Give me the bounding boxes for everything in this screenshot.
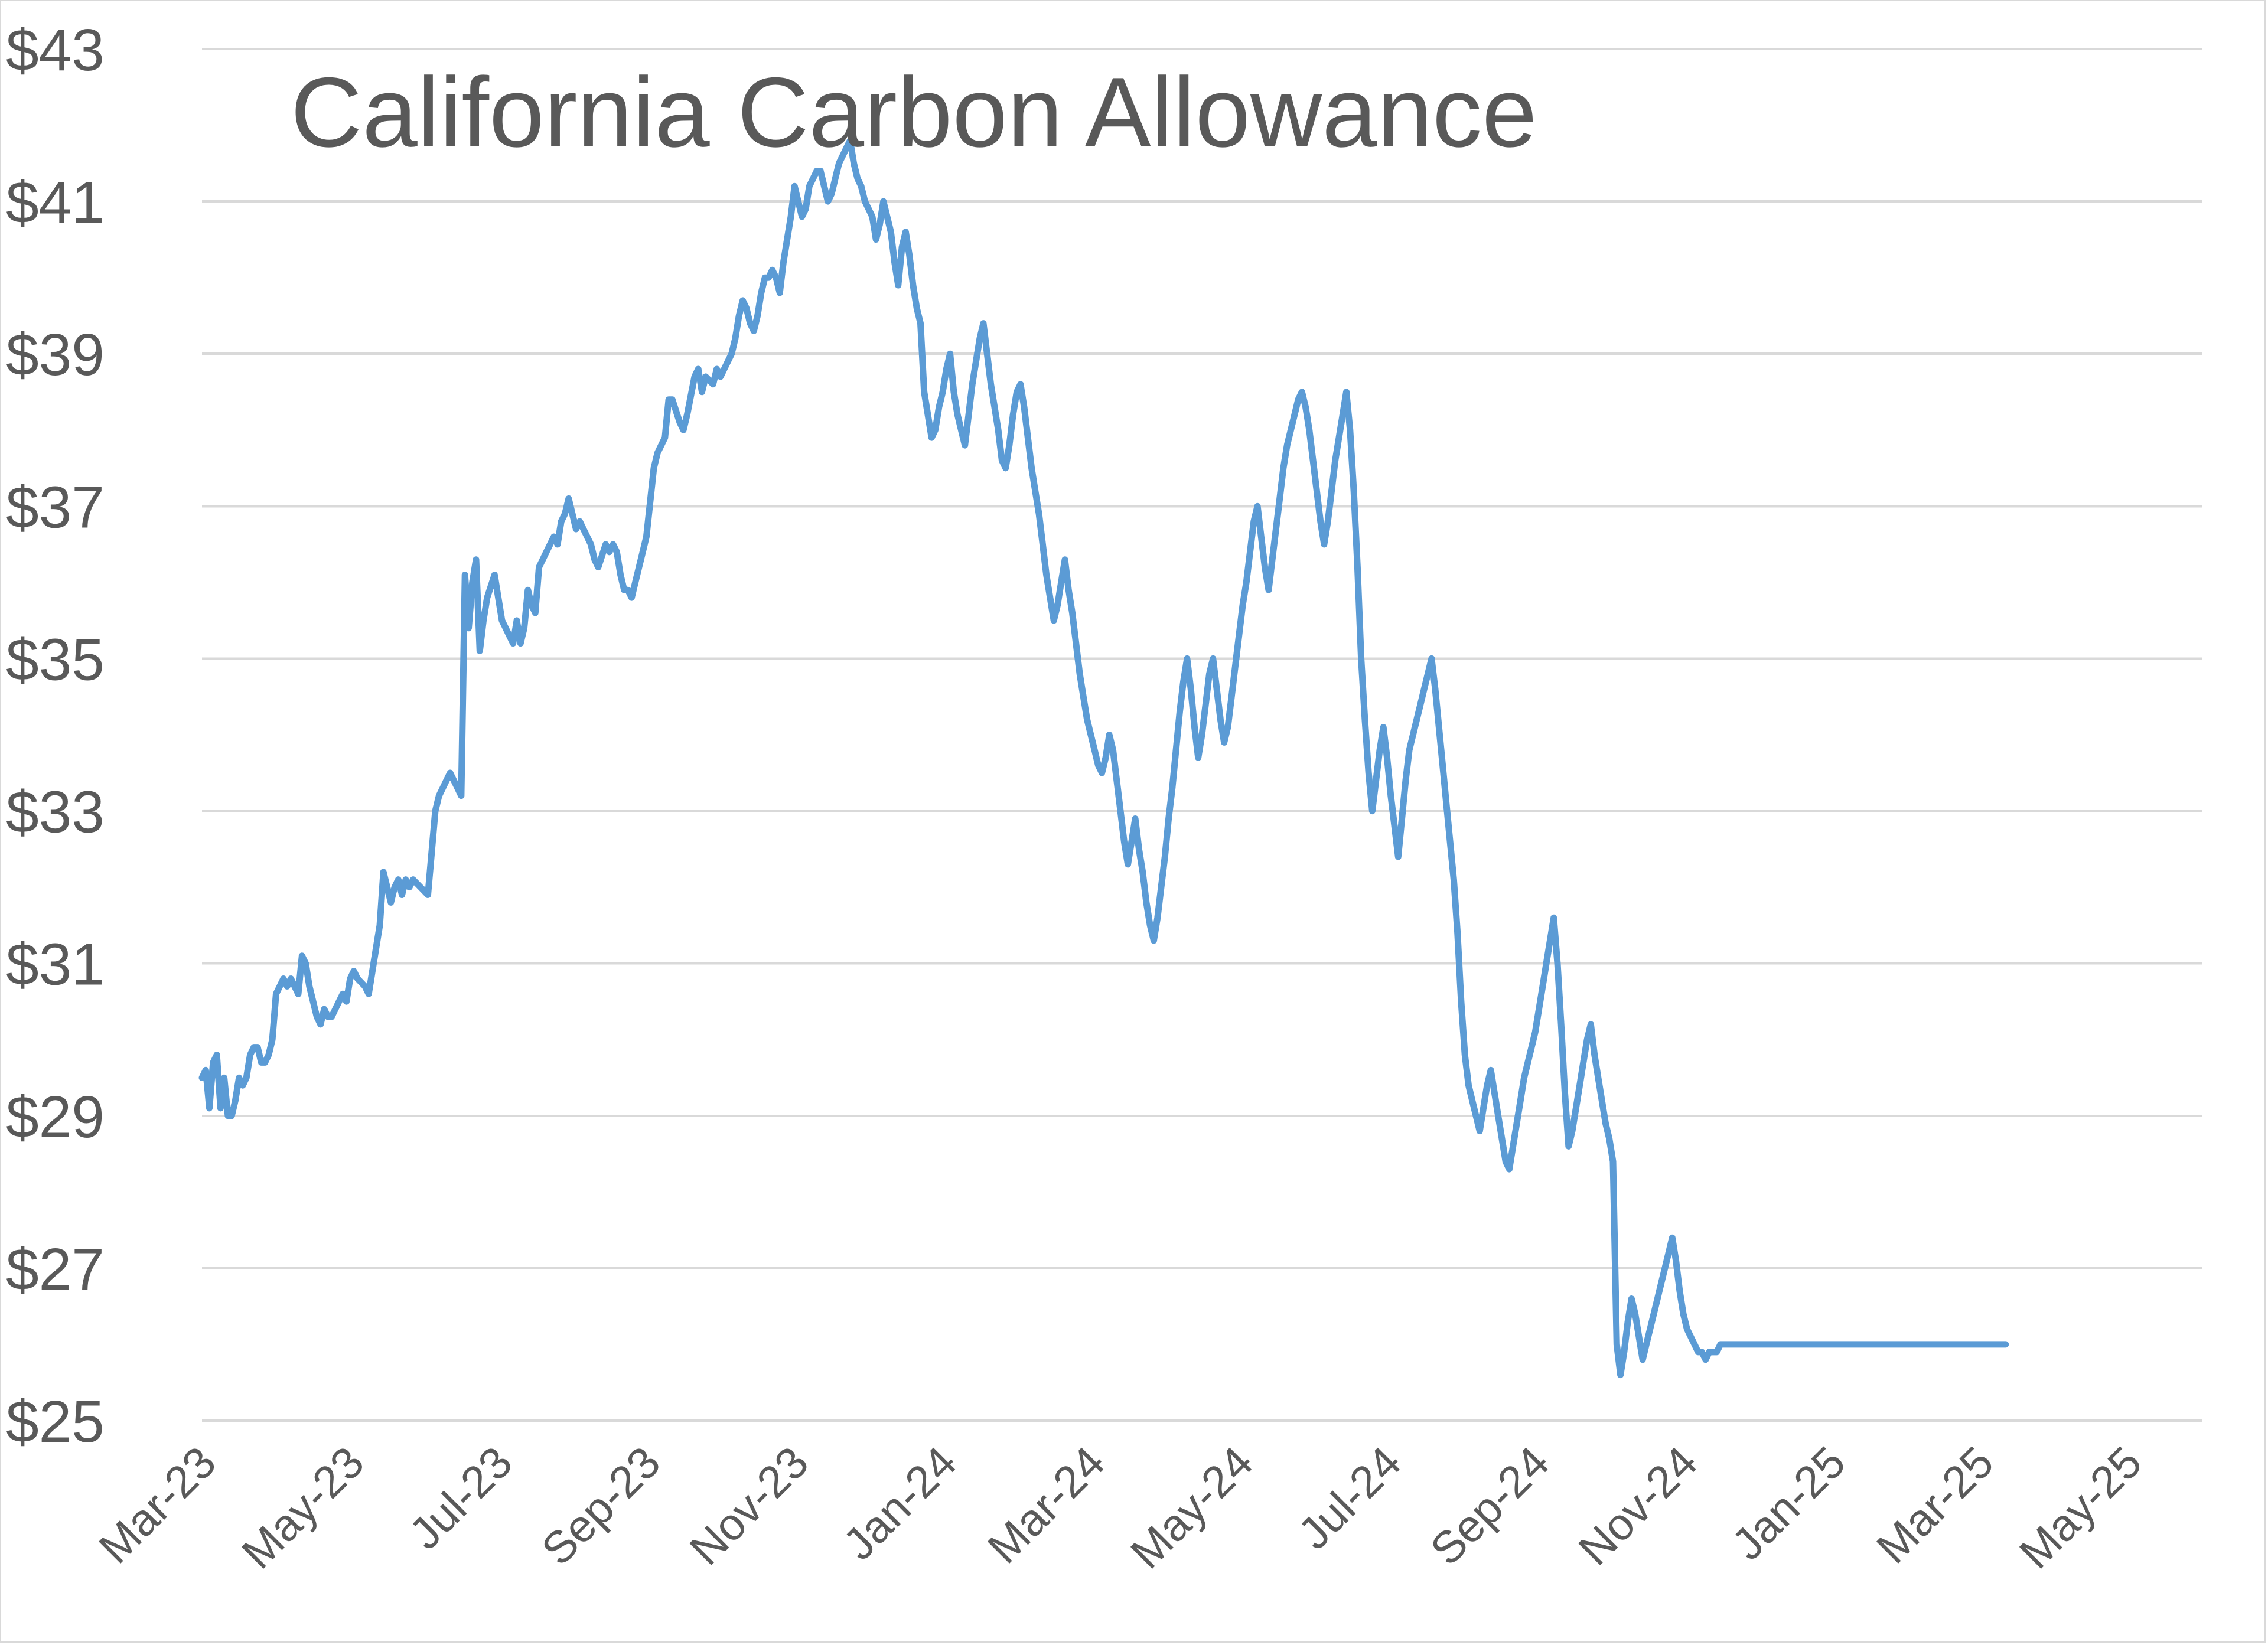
x-tick-label: Mar-23: [90, 1437, 226, 1573]
y-tick-label: $37: [6, 474, 105, 540]
x-tick-label: Jul-23: [400, 1437, 522, 1559]
y-tick-label: $25: [6, 1389, 105, 1455]
x-tick-label: Sep-24: [1421, 1437, 1559, 1575]
x-tick-label: Jul-24: [1289, 1437, 1410, 1559]
series-layer: [198, 137, 2009, 1379]
x-tick-label: May-25: [2010, 1437, 2151, 1578]
chart-title: California Carbon Allowance: [291, 57, 1537, 168]
gridlines: [202, 48, 2202, 1422]
x-tick-label: Mar-24: [979, 1437, 1115, 1573]
x-tick-label: Sep-23: [532, 1437, 670, 1575]
y-tick-label: $29: [6, 1084, 105, 1150]
y-tick-label: $43: [6, 17, 105, 83]
x-tick-label: May-24: [1121, 1437, 1262, 1578]
series-line: [198, 137, 2009, 1379]
x-axis-tick-labels: Mar-23 May-23 Jul-23 Sep-23 Nov-23 Jan-24 Mar-…: [90, 1437, 2152, 1578]
y-tick-label: $35: [6, 626, 105, 693]
y-tick-label: $31: [6, 932, 105, 998]
x-tick-label: Nov-24: [1569, 1437, 1707, 1575]
y-tick-label: $41: [6, 169, 105, 236]
x-tick-label: Jan-25: [1723, 1437, 1855, 1569]
x-tick-label: May-23: [233, 1437, 374, 1578]
y-tick-label: $27: [6, 1236, 105, 1303]
x-tick-label: Jan-24: [834, 1437, 966, 1569]
x-tick-label: Mar-25: [1867, 1437, 2003, 1573]
y-axis-tick-labels: $25 $27 $29 $31 $33 $35 $37 $39 $41 $43: [6, 17, 105, 1455]
y-tick-label: $39: [6, 322, 105, 388]
x-tick-label: Nov-23: [680, 1437, 818, 1575]
y-tick-label: $33: [6, 779, 105, 846]
